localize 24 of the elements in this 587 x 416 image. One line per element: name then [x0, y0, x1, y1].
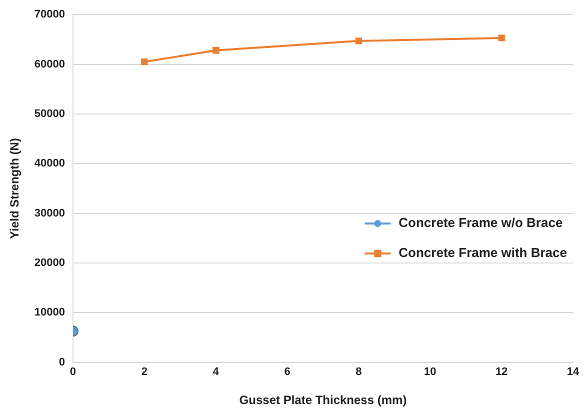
x-tick-label: 6 — [284, 366, 290, 378]
y-axis-title: Yield Strength (N) — [8, 138, 22, 239]
y-tick-label: 0 — [58, 356, 65, 368]
point — [141, 58, 148, 66]
y-tick-label: 30000 — [34, 207, 65, 220]
x-tick-label: 4 — [212, 366, 220, 378]
point — [355, 38, 362, 44]
point — [498, 34, 505, 42]
x-tick-label: 8 — [356, 366, 362, 378]
x-tick-label: 14 — [566, 366, 580, 378]
legend-label: Concrete Frame with Brace — [398, 245, 568, 260]
y-tick-label: 60000 — [34, 58, 65, 70]
y-tick-label: 40000 — [34, 158, 65, 170]
y-tick-label: 70000 — [34, 8, 65, 21]
point — [212, 47, 220, 54]
x-tick-label: 10 — [424, 366, 436, 378]
y-tick-label: 10000 — [34, 306, 65, 319]
y-tick-label: 50000 — [34, 108, 65, 120]
y-tick-label: 20000 — [34, 257, 65, 270]
x-tick-label: 2 — [141, 366, 148, 378]
x-tick-label: 12 — [495, 366, 508, 378]
legend-label: Concrete Frame w/o Brace — [398, 215, 563, 230]
x-axis-title: Gusset Plate Thickness (mm) — [239, 393, 407, 408]
x-tick-label: 0 — [70, 366, 76, 378]
